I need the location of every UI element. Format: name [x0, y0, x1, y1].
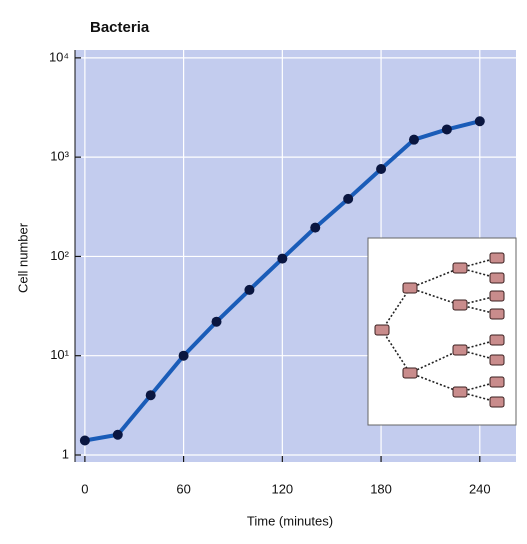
x-tick-label: 60 — [176, 481, 190, 496]
data-point — [343, 193, 354, 204]
data-point — [178, 350, 189, 361]
x-tick-label: 0 — [81, 481, 88, 496]
y-tick-label: 10² — [50, 248, 69, 263]
data-point — [145, 390, 156, 401]
data-point — [376, 163, 387, 174]
data-point — [310, 222, 321, 233]
x-tick-label: 240 — [469, 481, 491, 496]
y-tick-label: 10⁴ — [49, 49, 69, 64]
y-tick-label: 10¹ — [50, 347, 69, 362]
data-point — [277, 253, 288, 264]
data-point — [244, 284, 255, 295]
data-point — [211, 316, 222, 327]
division-diagram — [367, 237, 517, 426]
x-tick-label: 180 — [370, 481, 392, 496]
data-point — [408, 134, 419, 145]
data-point — [441, 124, 452, 135]
data-point — [112, 429, 123, 440]
data-point — [79, 435, 90, 446]
y-tick-label: 1 — [62, 446, 69, 461]
x-axis-label: Time (minutes) — [247, 513, 333, 528]
x-tick-label: 120 — [271, 481, 293, 496]
data-point — [474, 116, 485, 127]
y-axis-label: Cell number — [15, 222, 30, 293]
chart-title: Bacteria — [90, 19, 150, 36]
y-tick-label: 10³ — [50, 149, 69, 164]
